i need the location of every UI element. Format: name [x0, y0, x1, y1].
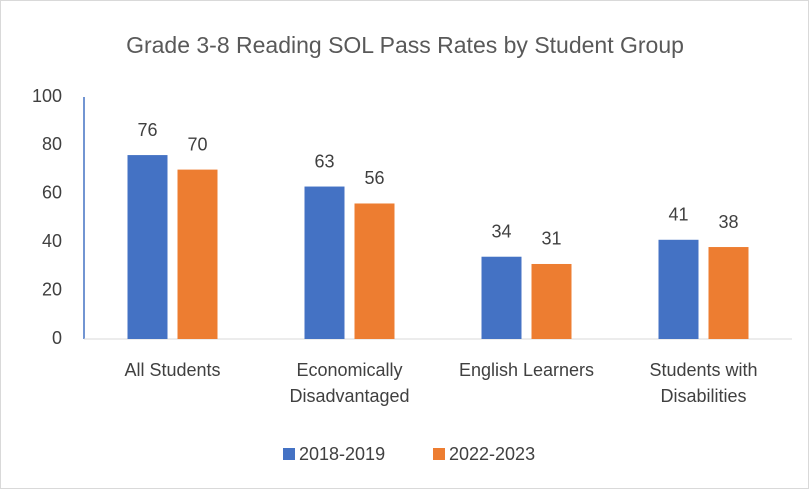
legend-label: 2022-2023: [449, 444, 535, 464]
data-label: 31: [541, 229, 561, 249]
bar: [354, 203, 395, 339]
data-label: 41: [668, 205, 688, 225]
data-label: 76: [137, 120, 157, 140]
y-tick-label: 100: [32, 86, 62, 106]
legend-swatch: [433, 448, 445, 460]
bar: [658, 239, 699, 339]
bar: [127, 155, 168, 339]
data-label: 70: [187, 134, 207, 154]
chart-title: Grade 3-8 Reading SOL Pass Rates by Stud…: [126, 32, 684, 58]
y-tick-label: 0: [52, 328, 62, 348]
legend-swatch: [283, 448, 295, 460]
bar: [531, 263, 572, 339]
data-label: 38: [718, 212, 738, 232]
y-tick-label: 80: [42, 134, 62, 154]
bar: [481, 256, 522, 339]
data-label: 34: [491, 221, 511, 241]
y-tick-label: 20: [42, 279, 62, 299]
data-label: 63: [314, 151, 334, 171]
bar: [304, 186, 345, 339]
legend-label: 2018-2019: [299, 444, 385, 464]
data-label: 56: [364, 168, 384, 188]
y-tick-label: 60: [42, 183, 62, 203]
bar: [708, 247, 749, 339]
x-tick-label: English Learners: [458, 360, 595, 380]
x-tick-label: All Students: [124, 360, 221, 380]
bar: [177, 169, 218, 339]
x-tick-label: Students with Disabilities: [649, 360, 758, 406]
x-tick-label: Economically Disadvantaged: [289, 360, 410, 406]
y-tick-label: 40: [42, 231, 62, 251]
